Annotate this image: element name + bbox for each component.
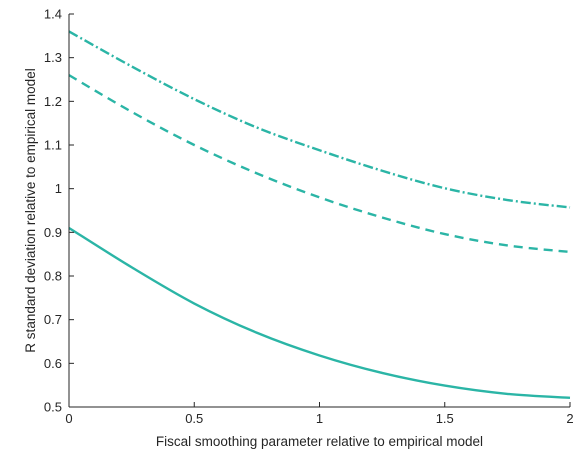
series-line-solid <box>68 226 571 400</box>
x-tick-label: 0 <box>65 411 72 426</box>
y-tick-label: 0.5 <box>44 400 62 415</box>
x-tick-label: 0.5 <box>185 411 203 426</box>
series-line-dashed <box>68 74 571 254</box>
x-tick-label: 1 <box>316 411 323 426</box>
y-tick-label: 0.9 <box>44 225 62 240</box>
y-tick-label: 0.8 <box>44 269 62 284</box>
tick-layer: 0 0.5 1 1.5 20.50.60.70.80.911.11.21.31.4 <box>44 7 574 427</box>
y-tick-label: 1.3 <box>44 50 62 65</box>
y-tick-label: 0.6 <box>44 356 62 371</box>
x-axis-title: Fiscal smoothing parameter relative to e… <box>156 434 483 449</box>
plot-area <box>69 14 570 407</box>
y-tick-label: 1.1 <box>44 138 62 153</box>
y-tick-label: 1.2 <box>44 94 62 109</box>
y-tick-label: 0.7 <box>44 312 62 327</box>
x-tick-label: 2 <box>566 411 573 426</box>
x-tick-label: 1.5 <box>436 411 454 426</box>
series-layer <box>68 30 571 400</box>
y-tick-label: 1 <box>55 181 62 196</box>
series-line-dashdot <box>68 30 571 209</box>
y-tick-label: 1.4 <box>44 7 62 22</box>
y-axis-title: R standard deviation relative to empiric… <box>23 68 38 352</box>
